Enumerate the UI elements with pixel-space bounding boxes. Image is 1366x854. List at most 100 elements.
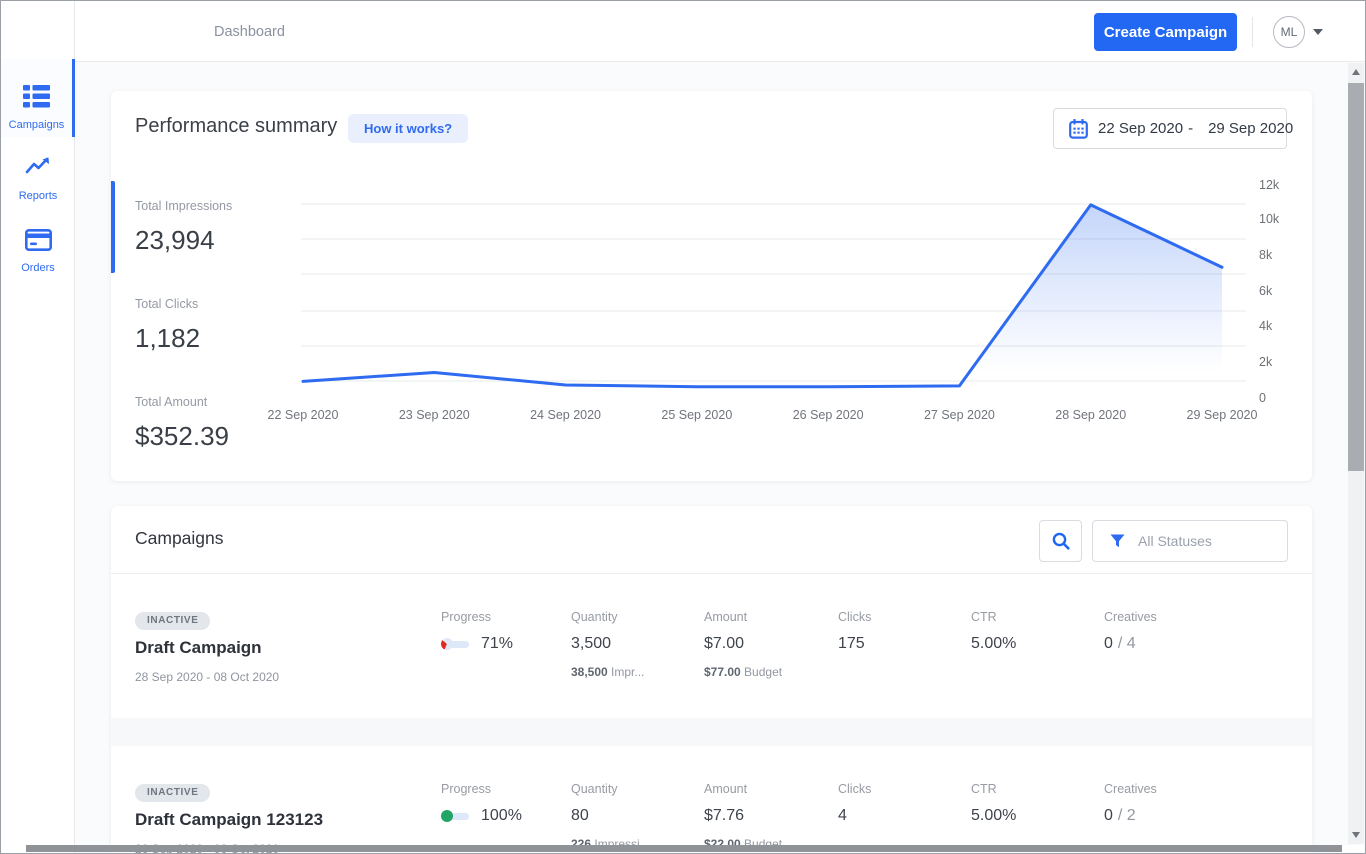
progress-percent: 100% xyxy=(481,807,522,824)
column-label-progress: Progress xyxy=(441,782,492,796)
scroll-up-icon[interactable] xyxy=(1352,69,1360,75)
column-label-amount: Amount xyxy=(704,610,748,624)
filter-icon xyxy=(1110,534,1125,548)
column-label-creatives: Creatives xyxy=(1104,782,1157,796)
avatar[interactable]: ML xyxy=(1273,16,1305,48)
budget-sub-bold: $77.00 xyxy=(704,665,741,679)
row-divider xyxy=(111,718,1312,746)
column-label-ctr: CTR xyxy=(971,782,997,796)
stat-total-clicks[interactable]: Total Clicks 1,182 xyxy=(135,297,200,354)
svg-text:10k: 10k xyxy=(1259,212,1280,226)
column-label-clicks: Clicks xyxy=(838,782,872,796)
svg-text:24 Sep 2020: 24 Sep 2020 xyxy=(530,408,601,422)
progress-donut xyxy=(441,810,453,822)
performance-summary-title: Performance summary xyxy=(135,115,338,137)
amount-value: $7.76 xyxy=(704,807,745,824)
impressions-line-chart: 12k 10k 8k 6k 4k 2k 0 22 Sep 2020 23 Sep 2020 24 … xyxy=(268,176,1291,436)
sidebar-item-reports[interactable]: Reports xyxy=(1,149,75,211)
column-label-quantity: Quantity xyxy=(571,782,618,796)
column-label-quantity: Quantity xyxy=(571,610,618,624)
svg-text:2k: 2k xyxy=(1259,355,1273,369)
stat-label: Total Clicks xyxy=(135,297,199,311)
sidebar-item-campaigns[interactable]: Campaigns xyxy=(1,59,75,137)
campaigns-grid-icon xyxy=(1,85,72,113)
creatives-done: 0 xyxy=(1104,635,1113,652)
creatives-total: / 4 xyxy=(1117,635,1136,652)
sidebar-item-label: Orders xyxy=(21,262,55,274)
orders-card-icon xyxy=(1,228,75,256)
stat-value: $352.39 xyxy=(135,421,229,451)
campaign-name: Draft Campaign 123123 xyxy=(135,810,324,829)
quantity-cell: Quantity 3,500 38,500 Impr... xyxy=(571,610,644,679)
campaigns-card: Campaigns All Statuses xyxy=(111,506,1312,853)
column-label-creatives: Creatives xyxy=(1104,610,1157,624)
date-range-start: 22 Sep 2020 xyxy=(1098,120,1184,137)
status-filter-value: All Statuses xyxy=(1138,533,1212,549)
quantity-value: 3,500 xyxy=(571,635,612,652)
ctr-cell: CTR 5.00% xyxy=(971,610,1016,653)
svg-text:25 Sep 2020: 25 Sep 2020 xyxy=(661,408,732,422)
campaign-row[interactable]: INACTIVE Draft Campaign 28 Sep 2020 - 08… xyxy=(111,574,1312,718)
creatives-done: 0 xyxy=(1104,807,1113,824)
sidebar-item-label: Reports xyxy=(18,190,58,202)
stat-total-amount[interactable]: Total Amount $352.39 xyxy=(135,395,229,452)
date-range-picker[interactable]: 22 Sep 2020 - 29 Sep 2020 xyxy=(1053,108,1293,149)
clicks-cell: Clicks 4 xyxy=(838,782,871,825)
search-button[interactable] xyxy=(1039,520,1082,562)
sidebar-item-orders[interactable]: Orders xyxy=(1,223,75,285)
avatar-initials: ML xyxy=(1280,25,1298,39)
impressions-sub: Impr... xyxy=(607,665,645,679)
column-label-progress: Progress xyxy=(441,610,492,624)
status-filter-select[interactable]: All Statuses xyxy=(1092,520,1288,562)
status-badge: INACTIVE xyxy=(135,784,211,802)
create-campaign-button[interactable]: Create Campaign xyxy=(1094,13,1237,51)
sidebar: Campaigns Reports Orders xyxy=(1,1,75,853)
progress-cell: Progress 100% xyxy=(441,782,522,825)
horizontal-scrollbar-thumb[interactable] xyxy=(26,845,1342,852)
reports-chart-icon xyxy=(1,155,75,184)
svg-text:0: 0 xyxy=(1259,391,1266,405)
progress-track xyxy=(449,640,469,648)
clicks-value: 175 xyxy=(838,635,865,652)
campaigns-title: Campaigns xyxy=(135,528,224,548)
ctr-cell: CTR 5.00% xyxy=(971,782,1016,825)
svg-text:4k: 4k xyxy=(1259,319,1273,333)
campaigns-card-header: Campaigns All Statuses xyxy=(111,506,1312,574)
progress-donut xyxy=(441,638,453,650)
progress-cell: Progress 71% xyxy=(441,610,513,653)
chevron-down-icon[interactable] xyxy=(1313,29,1323,35)
column-label-amount: Amount xyxy=(704,782,748,796)
campaign-row[interactable]: INACTIVE Draft Campaign 123123 26 Sep 20… xyxy=(111,746,1312,853)
vertical-scrollbar[interactable] xyxy=(1348,63,1364,844)
how-it-works-button[interactable]: How it works? xyxy=(348,114,469,143)
stat-label: Total Impressions xyxy=(135,199,233,213)
budget-sub: Budget xyxy=(740,665,783,679)
performance-summary-card: Performance summary How it works? 22 Sep… xyxy=(111,91,1312,481)
stat-value: 1,182 xyxy=(135,323,201,353)
creatives-total: / 2 xyxy=(1117,807,1136,824)
header-divider xyxy=(1252,17,1253,47)
impressions-sub-bold: 38,500 xyxy=(571,665,608,679)
svg-text:28 Sep 2020: 28 Sep 2020 xyxy=(1055,408,1126,422)
date-range-separator: - xyxy=(1188,120,1194,137)
quantity-value: 80 xyxy=(571,807,589,824)
amount-value: $7.00 xyxy=(704,635,745,652)
main-content: Performance summary How it works? 22 Sep… xyxy=(75,62,1365,853)
vertical-scrollbar-thumb[interactable] xyxy=(1348,83,1364,471)
column-label-clicks: Clicks xyxy=(838,610,872,624)
stat-total-impressions[interactable]: Total Impressions 23,994 xyxy=(135,199,232,256)
campaign-dates: 28 Sep 2020 - 08 Oct 2020 xyxy=(135,670,280,684)
progress-track xyxy=(449,812,469,820)
svg-text:12k: 12k xyxy=(1259,178,1280,192)
svg-text:22 Sep 2020: 22 Sep 2020 xyxy=(268,408,339,422)
svg-text:27 Sep 2020: 27 Sep 2020 xyxy=(924,408,995,422)
stat-label: Total Amount xyxy=(135,395,208,409)
date-range-end: 29 Sep 2020 xyxy=(1208,120,1294,137)
creatives-cell: Creatives 0/ 4 xyxy=(1104,610,1157,653)
sidebar-item-label: Campaigns xyxy=(8,119,65,131)
scroll-down-icon[interactable] xyxy=(1352,832,1360,838)
horizontal-scrollbar[interactable] xyxy=(2,845,1364,852)
clicks-value: 4 xyxy=(838,807,847,824)
svg-text:29 Sep 2020: 29 Sep 2020 xyxy=(1187,408,1258,422)
